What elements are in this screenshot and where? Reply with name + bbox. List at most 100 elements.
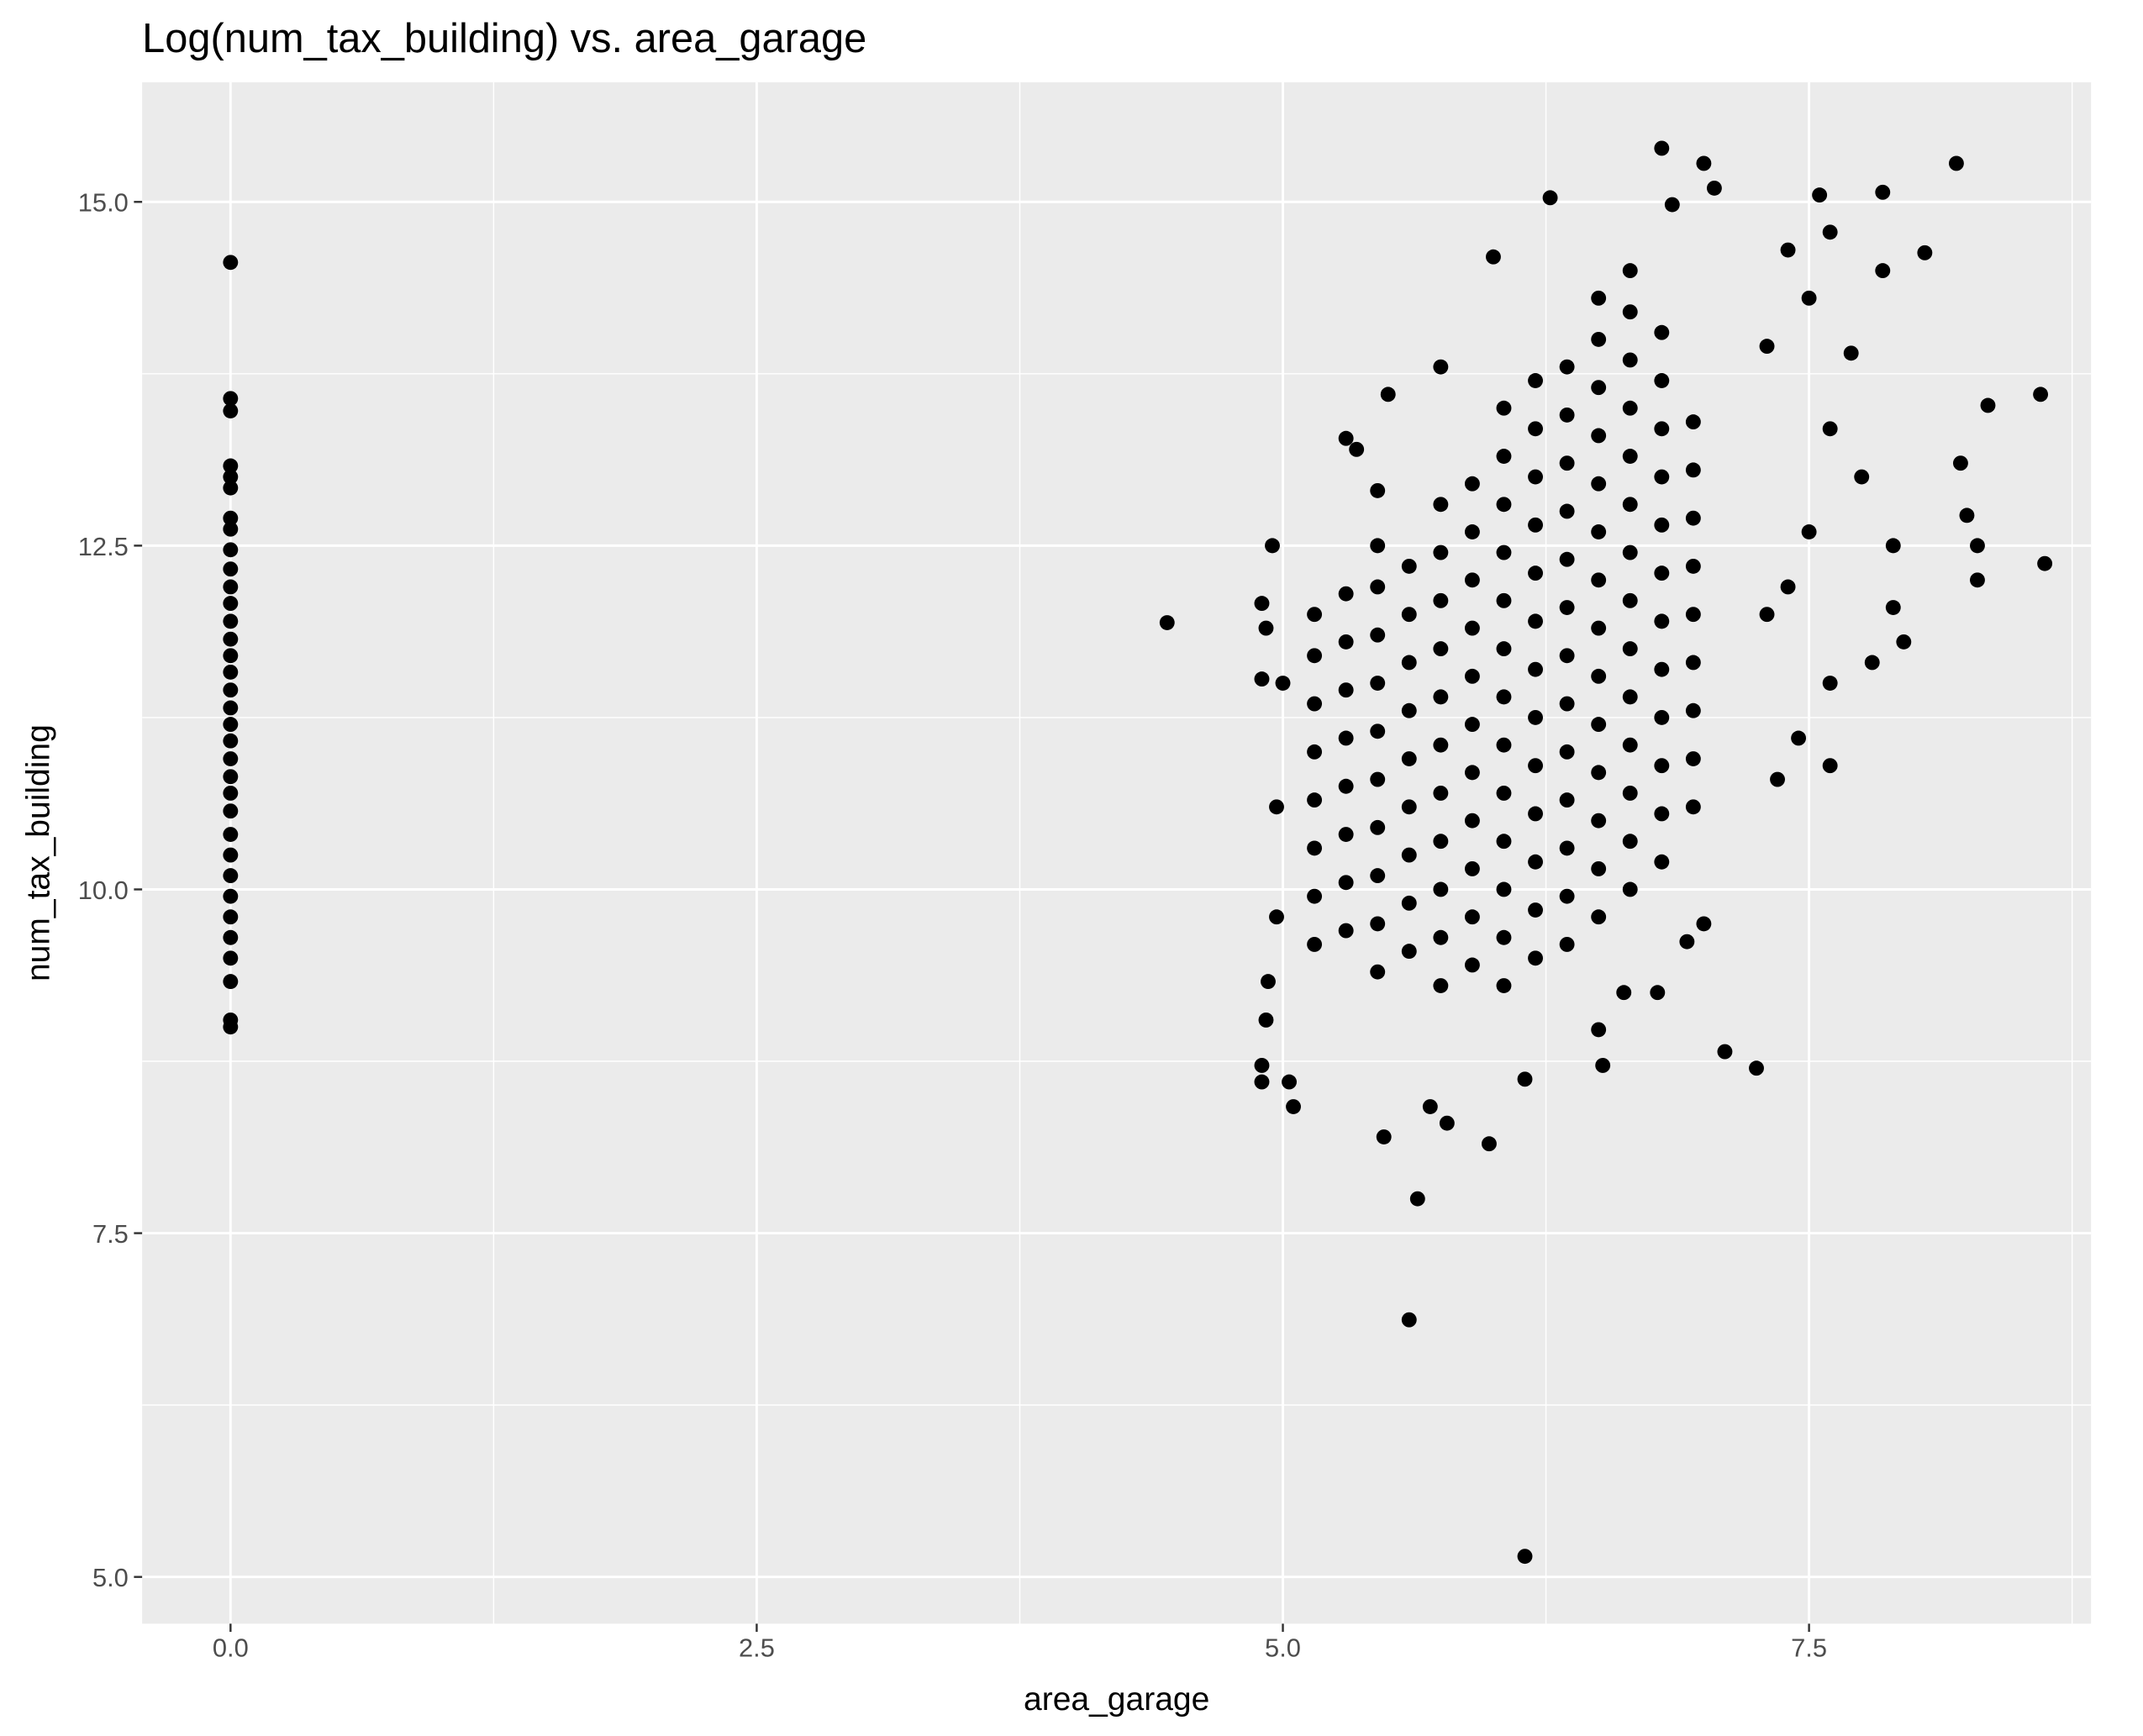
point: [1559, 936, 1575, 952]
point: [1464, 957, 1480, 973]
point: [1409, 1191, 1425, 1207]
point: [1464, 717, 1480, 733]
point: [223, 700, 239, 716]
point: [1685, 607, 1701, 623]
point: [1496, 834, 1512, 850]
point: [1439, 1115, 1455, 1131]
point: [1685, 558, 1701, 574]
point: [1528, 661, 1543, 677]
point: [1496, 544, 1512, 560]
point: [1528, 469, 1543, 485]
point: [1370, 579, 1386, 595]
point: [1591, 717, 1607, 733]
point: [1486, 249, 1501, 265]
point: [1591, 428, 1607, 444]
point: [1591, 620, 1607, 636]
point: [1822, 676, 1838, 691]
point: [223, 950, 239, 966]
point: [1370, 723, 1386, 739]
point: [223, 1019, 239, 1035]
point: [1433, 544, 1449, 560]
y-tick-label: 12.5: [78, 532, 129, 561]
point: [223, 717, 239, 733]
point: [1559, 503, 1575, 519]
point: [1496, 592, 1512, 608]
point: [1591, 380, 1607, 396]
point: [223, 510, 239, 526]
point: [1496, 737, 1512, 753]
x-tick-label: 0.0: [213, 1633, 249, 1662]
point: [1875, 184, 1891, 200]
point: [1875, 263, 1891, 279]
point: [1338, 634, 1354, 650]
point: [1885, 538, 1901, 554]
point: [1401, 895, 1417, 911]
point: [1370, 627, 1386, 643]
point: [1591, 860, 1607, 876]
point: [1464, 909, 1480, 925]
point: [1654, 806, 1670, 822]
y-tick-label: 10.0: [78, 876, 129, 905]
point: [1959, 508, 1975, 523]
point: [1759, 607, 1775, 623]
point: [223, 888, 239, 904]
point: [1401, 702, 1417, 718]
point: [1696, 155, 1712, 171]
point: [1258, 620, 1274, 636]
point: [1591, 1022, 1607, 1038]
point: [1654, 421, 1670, 437]
point: [1822, 421, 1838, 437]
point: [223, 785, 239, 801]
point: [1464, 620, 1480, 636]
point: [1822, 224, 1838, 240]
point: [223, 847, 239, 863]
point: [1496, 929, 1512, 945]
point: [1622, 304, 1638, 320]
point: [1801, 524, 1817, 539]
point: [1780, 579, 1796, 595]
point: [1401, 799, 1417, 815]
point: [223, 803, 239, 819]
point: [1654, 854, 1670, 870]
point: [1885, 600, 1901, 615]
point: [1717, 1044, 1733, 1060]
point: [1376, 1129, 1392, 1144]
point: [223, 613, 239, 629]
point: [1591, 290, 1607, 306]
point: [1464, 860, 1480, 876]
point: [1654, 517, 1670, 533]
point: [1401, 655, 1417, 671]
x-tick-label: 7.5: [1791, 1633, 1827, 1662]
point: [1307, 936, 1323, 952]
point: [1685, 655, 1701, 671]
point: [223, 827, 239, 842]
point: [223, 929, 239, 945]
point: [1559, 407, 1575, 423]
point: [223, 751, 239, 766]
point: [1370, 676, 1386, 691]
point: [1338, 923, 1354, 939]
point: [223, 682, 239, 698]
point: [1980, 397, 1996, 413]
point: [1307, 607, 1323, 623]
point: [1433, 834, 1449, 850]
point: [1496, 497, 1512, 513]
point: [1685, 462, 1701, 478]
point: [1496, 449, 1512, 464]
point: [1401, 944, 1417, 960]
point: [1654, 661, 1670, 677]
point: [1307, 648, 1323, 664]
point: [1622, 641, 1638, 657]
point: [1482, 1136, 1497, 1152]
point: [1464, 476, 1480, 492]
point: [1559, 551, 1575, 567]
point: [1622, 449, 1638, 464]
point: [1622, 544, 1638, 560]
point: [1654, 709, 1670, 725]
point: [1591, 813, 1607, 829]
point: [1595, 1057, 1611, 1073]
point: [1254, 1057, 1270, 1073]
point: [1338, 730, 1354, 746]
point: [1433, 978, 1449, 993]
